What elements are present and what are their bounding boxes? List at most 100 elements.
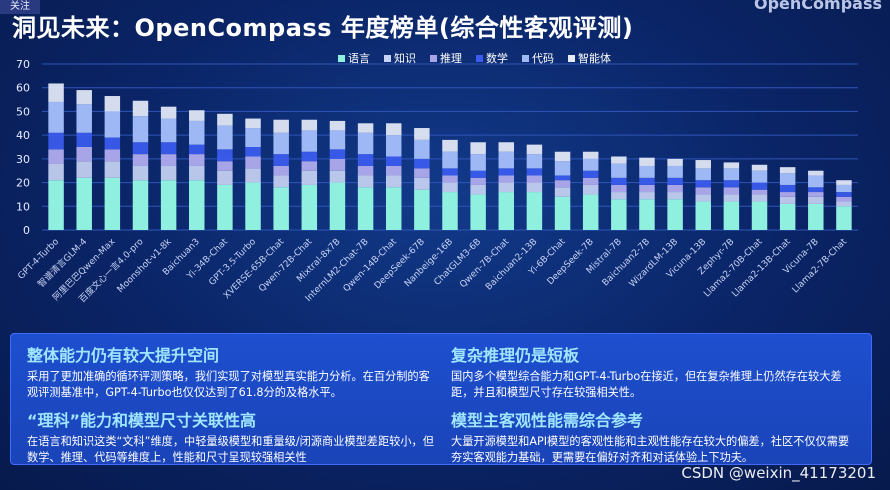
bar-segment (104, 149, 121, 162)
bar-segment (217, 170, 233, 185)
finding-subjective: 模型主客观性能需综合参考 大量开源模型和API模型的客观性能和主观性能存在较大的… (451, 407, 856, 466)
bar-segment (245, 128, 261, 147)
x-tick-label: WizardLM-13B (628, 237, 681, 290)
bar-segment (582, 184, 599, 195)
bar-segment (160, 106, 177, 119)
bar-segment (329, 130, 346, 150)
bar-segment (76, 90, 92, 105)
legend-label: 语言 (348, 52, 370, 65)
bar-segment (189, 154, 205, 166)
bar-segment (217, 184, 233, 230)
legend-swatch (522, 55, 529, 62)
bar-segment (217, 113, 233, 126)
bar-segment (779, 203, 796, 230)
bar-segment (526, 175, 543, 183)
bar-segment (526, 192, 543, 230)
bar-segment (667, 184, 683, 193)
bar-segment (470, 154, 486, 171)
bar-segment (723, 194, 740, 202)
bar-segment (836, 192, 852, 197)
bar-segment (723, 180, 740, 188)
bar-segment (723, 162, 740, 169)
y-tick-label: 70 (16, 58, 30, 71)
bar-segment (357, 123, 374, 133)
bar-segment (414, 158, 430, 169)
bar-segment (76, 104, 92, 133)
bar-segment (526, 154, 543, 169)
bar-segment (554, 187, 571, 197)
bar-segment (301, 184, 318, 230)
legend-label: 推理 (440, 51, 462, 65)
bar-segment (132, 116, 149, 143)
y-tick-label: 30 (16, 153, 30, 166)
bar-segment (639, 177, 655, 185)
bar-segment (779, 167, 796, 174)
bar-segment (48, 83, 64, 102)
findings-panel: 整体能力仍有较大提升空间 采用了更加准确的循环评测策略，我们实现了对模型真实能力… (10, 333, 872, 465)
bar-segment (470, 184, 486, 195)
x-tick-label: DeepSeek-67B (373, 237, 427, 291)
bar-segment (132, 180, 149, 230)
bar-segment (273, 154, 289, 166)
bar-segment (498, 168, 515, 176)
bar-segment (554, 180, 571, 188)
page-title: 洞见未来：OpenCompass 年度榜单(综合性客观评测) (12, 14, 634, 42)
bar-segment (301, 170, 318, 185)
bar-segment (414, 189, 430, 230)
bar-segment (132, 165, 149, 181)
bar-segment (498, 182, 515, 193)
legend-swatch (476, 55, 483, 62)
bar-segment (639, 165, 655, 178)
bar-segment (357, 187, 374, 230)
bar-segment (779, 184, 796, 193)
bar-segment (104, 111, 121, 138)
legend-swatch (338, 55, 345, 62)
bar-segment (442, 139, 458, 152)
bar-segment (160, 165, 177, 181)
legend-swatch (430, 55, 437, 62)
finding-title: “理科”能力和模型尺寸关联性高 (27, 411, 257, 430)
bar-segment (414, 177, 430, 190)
bar-segment (498, 142, 515, 152)
follow-tag[interactable]: 关注 (0, 0, 40, 14)
bar-segment (639, 157, 655, 166)
bar-segment (245, 147, 261, 157)
bar-segment (667, 199, 683, 230)
bar-segment (498, 151, 515, 169)
bar-segment (48, 163, 64, 181)
legend-swatch (384, 55, 391, 62)
bar-segment (667, 192, 683, 200)
y-tick-label: 50 (16, 105, 30, 118)
bar-segment (273, 165, 289, 176)
bar-segment (301, 151, 318, 162)
bar-segment (526, 144, 543, 155)
finding-title: 整体能力仍有较大提升空间 (27, 346, 220, 365)
bar-segment (808, 175, 824, 188)
y-tick-label: 0 (23, 224, 30, 237)
bar-segment (751, 164, 768, 171)
finding-body: 大量开源模型和API模型的客观性能和主观性能存在较大的偏差，社区不仅仅需要夯实客… (451, 435, 850, 464)
bar-segment (48, 180, 64, 230)
bar-segment (498, 175, 515, 183)
y-tick-label: 20 (16, 177, 30, 190)
finding-science: “理科”能力和模型尺寸关联性高 在语言和知识这类“文科”维度，中轻量级模型和重量… (27, 407, 437, 466)
bar-segment (48, 101, 64, 133)
bar-segment (582, 194, 599, 230)
bar-segment (273, 132, 289, 155)
bar-segment (554, 196, 571, 230)
bar-segment (104, 96, 121, 112)
bar-segment (554, 175, 571, 181)
bar-segment (76, 161, 92, 178)
bar-segment (48, 149, 64, 164)
bar-segment (695, 160, 711, 169)
bar-segment (132, 100, 149, 117)
csdn-watermark: CSDN @weixin_41173201 (681, 464, 876, 482)
bar-segment (470, 170, 486, 178)
bar-segment (160, 154, 177, 166)
finding-body: 在语言和知识这类“文科”维度，中轻量级模型和重量级/闭源商业模型差距较小，但数学… (27, 435, 434, 464)
bar-segment (160, 118, 177, 143)
bar-segment (611, 192, 627, 200)
bar-segment (751, 170, 768, 183)
bar-segment (189, 110, 205, 121)
